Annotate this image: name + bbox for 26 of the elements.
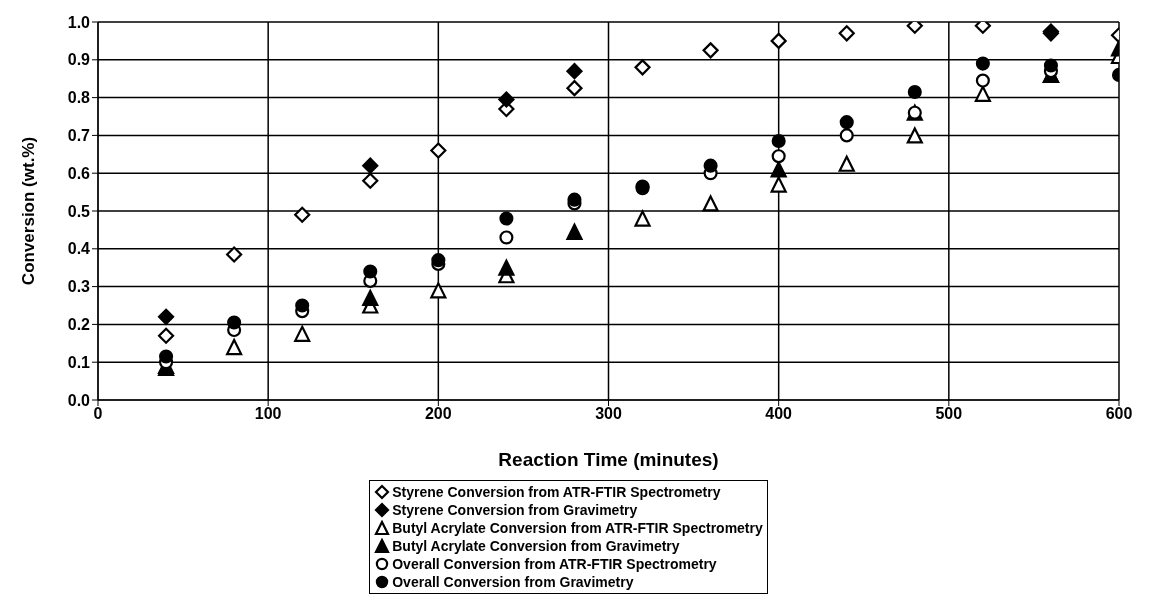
y-tick-label: 0.4 bbox=[67, 240, 91, 258]
legend-label: Overall Conversion from Gravimetry bbox=[392, 574, 634, 590]
y-tick-label: 0.2 bbox=[67, 316, 91, 334]
legend-label: Styrene Conversion from Gravimetry bbox=[392, 502, 638, 518]
x-tick-label: 400 bbox=[765, 405, 793, 423]
y-tick-label: 0.1 bbox=[67, 353, 91, 371]
x-axis-title: Reaction Time (minutes) bbox=[498, 449, 719, 470]
legend-label: Butyl Acrylate Conversion from ATR-FTIR Spectrometry bbox=[392, 520, 763, 536]
y-tick-label: 0.7 bbox=[67, 127, 91, 145]
y-tick-label: 1.0 bbox=[67, 13, 91, 31]
x-tick-label: 600 bbox=[1105, 405, 1133, 423]
x-tick-label: 0 bbox=[93, 405, 103, 423]
x-tick-label: 100 bbox=[254, 405, 282, 423]
legend-label: Butyl Acrylate Conversion from Gravimetry bbox=[392, 538, 680, 554]
x-tick-label: 300 bbox=[595, 405, 622, 423]
y-axis-title: Conversion (wt.%) bbox=[19, 136, 39, 286]
y-tick-label: 0.3 bbox=[67, 278, 91, 296]
x-tick-label: 200 bbox=[424, 405, 452, 423]
y-tick-label: 0.5 bbox=[67, 202, 91, 220]
legend-label: Overall Conversion from ATR-FTIR Spectrometry bbox=[392, 556, 717, 572]
y-tick-label: 0.9 bbox=[67, 51, 91, 69]
x-tick-label: 500 bbox=[935, 405, 963, 423]
y-tick-label: 0.0 bbox=[67, 391, 91, 409]
y-tick-label: 0.6 bbox=[67, 164, 91, 182]
legend-label: Styrene Conversion from ATR-FTIR Spectrometry bbox=[392, 484, 721, 500]
y-tick-label: 0.8 bbox=[67, 89, 91, 107]
